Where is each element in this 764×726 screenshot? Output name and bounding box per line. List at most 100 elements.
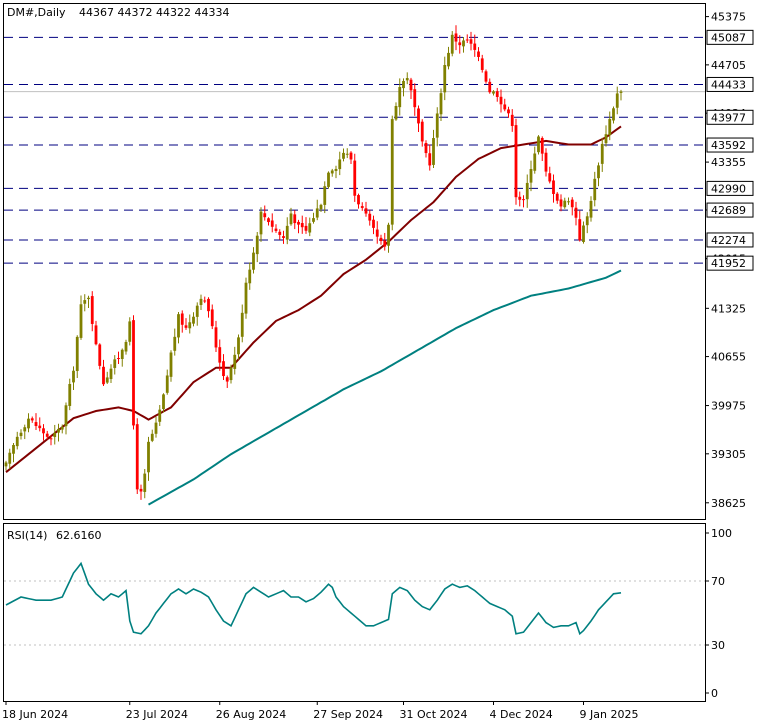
candle — [488, 78, 492, 94]
candle — [79, 295, 83, 340]
candle — [458, 35, 462, 54]
candle — [68, 378, 72, 411]
candle — [87, 295, 90, 308]
candle — [113, 355, 117, 375]
candle — [484, 69, 488, 84]
candle — [240, 304, 244, 343]
candle — [132, 315, 135, 430]
level-label: 41952 — [711, 257, 746, 270]
candle — [465, 34, 469, 43]
rsi-tick-label: 100 — [711, 527, 732, 540]
candle — [473, 34, 477, 57]
candle — [593, 171, 597, 207]
candle — [507, 106, 510, 118]
price-tick-label: 39975 — [711, 400, 746, 413]
candle — [454, 25, 458, 51]
candle — [282, 230, 285, 244]
candle — [297, 219, 300, 234]
candle — [278, 229, 282, 240]
level-label-box — [706, 76, 754, 92]
level-label-box — [706, 232, 754, 248]
candle — [357, 193, 360, 209]
candle — [270, 213, 274, 233]
rsi-tick-label: 30 — [711, 639, 725, 652]
candle — [563, 197, 567, 209]
candle — [90, 291, 94, 332]
candle — [267, 217, 270, 226]
candle — [612, 106, 615, 124]
x-tick-label: 18 Jun 2024 — [2, 708, 68, 721]
candle — [128, 317, 132, 346]
candle — [375, 221, 379, 244]
level-label-box — [706, 202, 754, 218]
candle — [559, 194, 563, 212]
candle — [214, 320, 218, 353]
candle — [345, 148, 349, 159]
candle — [293, 210, 297, 230]
level-label: 42689 — [711, 204, 746, 217]
candle — [552, 174, 555, 203]
level-label-box — [706, 29, 754, 45]
candle — [109, 364, 113, 384]
candle — [383, 232, 387, 251]
candle — [143, 468, 147, 499]
candle — [154, 416, 158, 438]
candle — [177, 312, 180, 344]
candle — [8, 448, 12, 469]
candle — [387, 222, 390, 253]
candle — [102, 359, 105, 386]
candle — [72, 366, 75, 390]
candle — [248, 262, 252, 290]
candle — [203, 296, 207, 304]
rsi-levels — [4, 580, 705, 646]
candle — [323, 181, 327, 214]
candle — [210, 304, 214, 330]
candle — [195, 302, 199, 326]
level-label: 43592 — [711, 139, 746, 152]
candle — [439, 88, 443, 121]
candle — [533, 146, 537, 174]
level-label: 42274 — [711, 234, 746, 247]
level-labels: 45087 44433 43977 43592 42990 42689 42274 41952 — [706, 29, 754, 271]
rsi-label: RSI(14) — [7, 529, 47, 542]
candle — [462, 37, 465, 53]
candle — [540, 136, 544, 162]
candle — [158, 404, 162, 426]
candle — [229, 364, 233, 384]
candle — [19, 429, 23, 440]
rsi-value: 62.6160 — [56, 529, 102, 542]
candle — [570, 197, 574, 216]
candle — [225, 375, 229, 388]
level-label: 43977 — [711, 111, 746, 124]
candle — [544, 148, 548, 177]
candle — [263, 205, 267, 221]
candle — [30, 416, 34, 423]
candle — [312, 212, 315, 224]
candle — [360, 202, 364, 211]
rsi-header: RSI(14) 62.6160 — [7, 529, 101, 542]
candle — [124, 339, 128, 355]
chart-header: DM#,Daily 44367 44372 44322 44334 — [7, 6, 229, 19]
candle — [537, 135, 540, 155]
candle — [390, 115, 394, 231]
candle — [405, 72, 409, 85]
candle — [432, 129, 435, 168]
rsi-axis: 100 70 30 0 — [705, 527, 732, 700]
candle — [15, 431, 19, 450]
candle — [510, 109, 514, 132]
candle — [184, 318, 188, 330]
level-label: 44433 — [711, 78, 746, 91]
candle — [252, 247, 255, 274]
candle — [574, 201, 578, 226]
candle — [582, 221, 585, 244]
candle — [192, 312, 195, 327]
price-tick-label: 44705 — [711, 59, 746, 72]
candle — [285, 217, 289, 245]
candle — [342, 148, 345, 162]
candle — [94, 320, 98, 346]
candle — [492, 90, 495, 96]
candle — [147, 436, 150, 481]
x-tick-label: 4 Dec 2024 — [490, 708, 553, 721]
candle — [188, 314, 192, 334]
